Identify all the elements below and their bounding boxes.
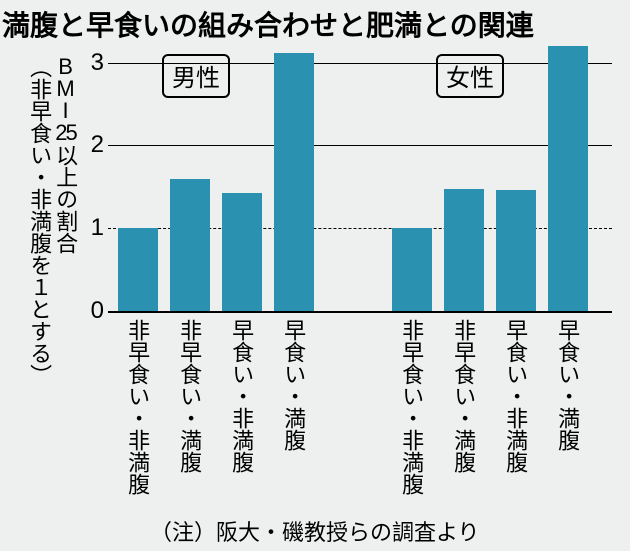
bar (170, 179, 210, 312)
plot-area: 0123男性女性 (108, 46, 612, 313)
group-tag: 女性 (436, 54, 504, 98)
gridline (108, 145, 612, 146)
y-axis-label-ascii-M: M (56, 78, 74, 100)
chart-footnote: （注）阪大・磯教授らの調査より (150, 515, 480, 547)
y-axis-label-rest: 以上の割合 (54, 144, 77, 254)
category-label: 非早食い・満腹 (452, 319, 475, 473)
y-tick-label: 2 (84, 131, 104, 159)
category-label: 早食い・満腹 (556, 319, 579, 451)
chart-title: 満腹と早食いの組み合わせと肥満との関連 (2, 4, 534, 44)
category-label: 非早食い・非満腹 (126, 319, 149, 495)
category-label: 非早食い・非満腹 (400, 319, 423, 495)
y-axis-label-main: B M I 25 以上の割合 (54, 56, 77, 254)
y-axis-label-note: （非早食い・非満腹を１とする） (28, 56, 51, 386)
bar (274, 53, 314, 311)
bar (548, 46, 588, 311)
bar (496, 190, 536, 311)
y-axis-label-ascii-B: B (58, 56, 73, 78)
category-label: 非早食い・満腹 (178, 319, 201, 473)
category-label: 早食い・非満腹 (230, 319, 253, 473)
category-label: 早食い・満腹 (282, 319, 305, 451)
bar (444, 189, 484, 311)
category-label: 早食い・非満腹 (504, 319, 527, 473)
y-tick-label: 0 (84, 297, 104, 325)
y-axis-label-ascii-I: I (62, 100, 68, 122)
bar (118, 228, 158, 311)
bar (222, 193, 262, 311)
group-tag: 男性 (162, 54, 230, 98)
y-axis-label-ascii-25: 25 (55, 122, 75, 144)
y-axis-label-note-text: （非早食い・非満腹を１とする） (28, 56, 51, 386)
bar (392, 228, 432, 311)
y-tick-label: 1 (84, 214, 104, 242)
y-tick-label: 3 (84, 49, 104, 77)
